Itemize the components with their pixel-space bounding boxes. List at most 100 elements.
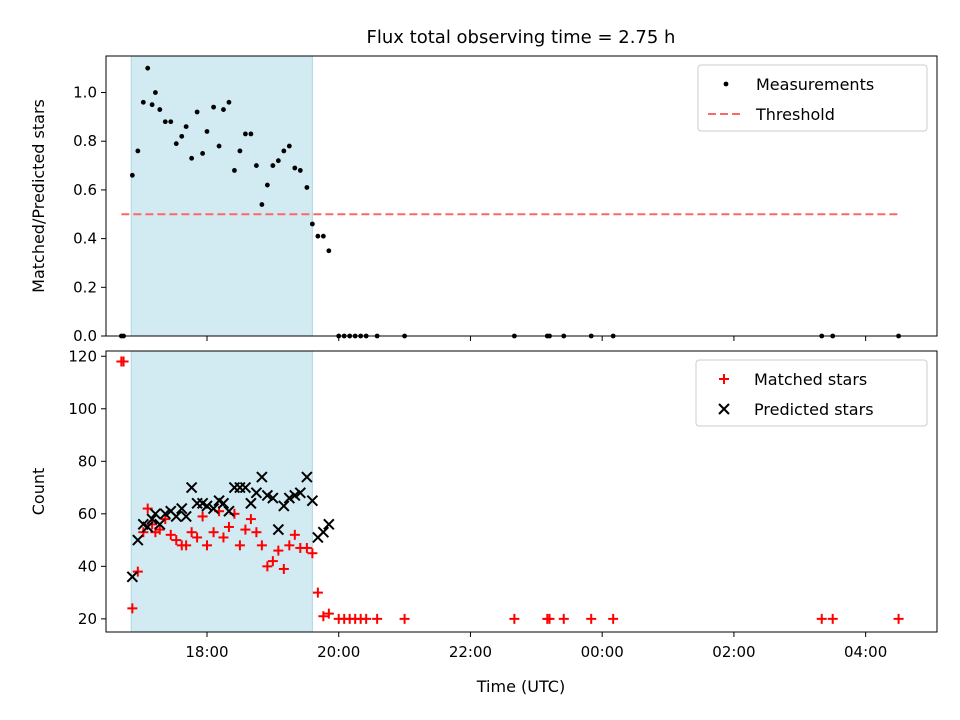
matched-point: [218, 532, 229, 543]
x-tick-label: 22:00: [449, 643, 492, 661]
predicted-point: [201, 500, 213, 512]
measurement-point: [304, 185, 310, 190]
predicted-point: [301, 471, 313, 483]
legend-label: Threshold: [755, 105, 835, 124]
measurement-point: [270, 163, 276, 168]
x-tick-label: 04:00: [844, 643, 887, 661]
y-tick-label: 60: [78, 505, 97, 523]
y-tick-label: 1.0: [73, 84, 97, 102]
count-legend: Matched stars Predicted stars: [695, 359, 928, 427]
measurement-point: [232, 168, 237, 173]
predicted-point: [239, 481, 252, 494]
matched-point: [267, 556, 278, 567]
matched-point: [147, 519, 158, 530]
predicted-point: [149, 508, 162, 520]
measurement-point: [216, 143, 222, 149]
chart-title: Flux total observing time = 2.75 h: [367, 27, 676, 48]
matched-point: [558, 613, 569, 624]
measurement-point: [243, 131, 248, 137]
measurement-point: [297, 168, 303, 173]
measurement-point: [226, 99, 232, 105]
legend-box: [697, 64, 928, 132]
y-tick-label: 100: [68, 400, 97, 418]
predicted-point: [289, 489, 301, 502]
shaded-interval: [130, 55, 313, 337]
matched-point: [240, 524, 251, 535]
matched-point: [893, 613, 904, 624]
predicted-point: [223, 505, 235, 517]
predicted-point: [323, 518, 335, 531]
measurement-point: [194, 109, 200, 115]
measurement-point: [179, 133, 185, 139]
x-tick-label: 02:00: [712, 643, 755, 661]
count-axes-frame: [105, 350, 938, 633]
matched-point: [278, 563, 289, 574]
legend-label: Predicted stars: [754, 400, 874, 419]
matched-point: [586, 613, 597, 624]
matched-point: [289, 529, 300, 540]
measurement-point: [152, 90, 158, 95]
matched-point: [509, 613, 520, 624]
matched-point: [301, 542, 312, 553]
measurement-point: [129, 172, 135, 178]
y-tick-label: 0.8: [73, 132, 97, 150]
measurement-point: [189, 155, 195, 161]
measurement-point: [292, 165, 298, 171]
matched-point: [273, 545, 284, 556]
y-tick-label: 120: [68, 347, 97, 365]
matched-point: [323, 608, 334, 619]
measurement-point: [149, 102, 155, 108]
predicted-point: [267, 492, 279, 504]
predicted-point: [146, 513, 158, 525]
predicted-point: [185, 481, 198, 494]
matched-point: [208, 527, 219, 538]
measurement-point: [183, 124, 189, 130]
matched-point: [361, 613, 372, 624]
y-tick-label: 80: [78, 452, 97, 470]
matched-point: [234, 540, 245, 551]
matched-point: [154, 524, 165, 535]
ratio-ylabel: Matched/Predicted stars: [29, 99, 48, 293]
measurement-point: [253, 163, 259, 168]
measurement-point: [173, 141, 179, 147]
predicted-point: [294, 487, 307, 499]
predicted-point: [126, 571, 139, 583]
matched-point: [245, 514, 256, 525]
y-tick-label: 20: [78, 610, 97, 628]
legend-box: [695, 359, 928, 427]
measurement-point: [320, 233, 326, 239]
matched-point: [262, 561, 273, 572]
measurement-point: [157, 107, 163, 112]
predicted-point: [256, 471, 268, 483]
predicted-point: [180, 510, 192, 523]
measurement-point: [326, 248, 332, 254]
measurement-point: [315, 233, 321, 239]
ratio-legend: Measurements Threshold: [697, 64, 928, 132]
matched-point: [544, 613, 555, 624]
shaded-interval: [130, 350, 313, 633]
ratio-axes-frame: [105, 55, 938, 337]
measurement-point: [204, 129, 210, 134]
ratio-y-ticks: 0.0 0.2 0.4 0.6 0.8 1.0: [73, 84, 106, 345]
predicted-point: [132, 534, 144, 546]
y-tick-label: 0.6: [73, 181, 97, 199]
predicted-point: [317, 526, 330, 538]
matched-point: [132, 566, 143, 577]
count-x-ticks: 18:00 20:00 22:00 00:00 02:00 04:00: [185, 632, 887, 661]
matched-point: [181, 540, 192, 551]
legend-label: Measurements: [756, 75, 874, 94]
predicted-point: [176, 502, 188, 515]
predicted-point: [250, 487, 263, 499]
panel-ratio: 0.0 0.2 0.4 0.6 0.8 1.0 Matched/Predicted sta…: [29, 55, 938, 345]
measurement-point: [135, 148, 141, 154]
predicted-point: [283, 492, 296, 504]
measurement-point: [281, 148, 287, 154]
matched-point: [256, 540, 267, 551]
predicted-point: [142, 521, 154, 533]
matched-point: [197, 511, 208, 522]
predicted-point: [217, 497, 230, 510]
predicted-point: [154, 518, 166, 531]
matched-point: [118, 356, 129, 367]
y-tick-label: 0.0: [73, 327, 97, 345]
legend-label: Matched stars: [754, 370, 867, 389]
